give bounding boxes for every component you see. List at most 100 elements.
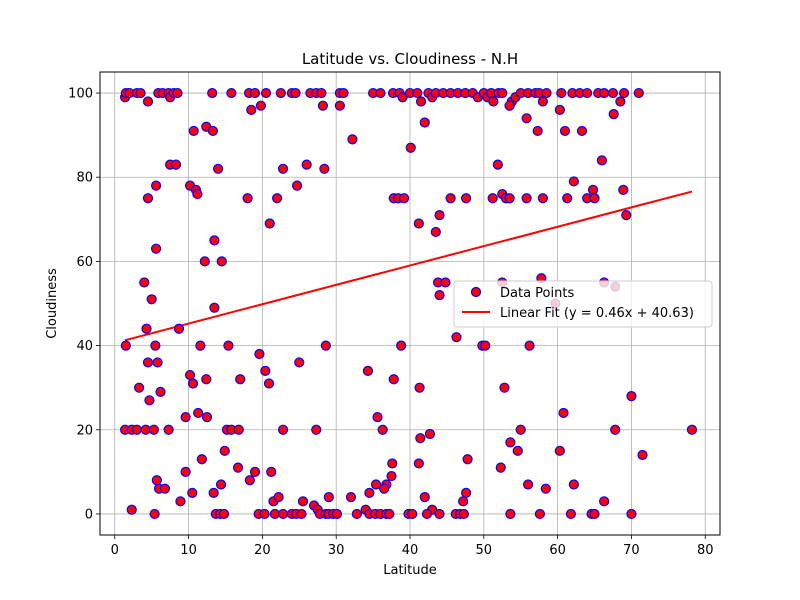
chart-title: Latitude vs. Cloudiness - N.H xyxy=(302,50,518,68)
data-point xyxy=(587,184,599,195)
y-tick-label: 20 xyxy=(76,423,93,438)
data-point xyxy=(582,87,593,99)
x-axis-label: Latitude xyxy=(383,563,437,578)
data-point xyxy=(212,163,224,174)
data-point xyxy=(193,407,204,419)
data-point xyxy=(386,470,397,482)
data-point xyxy=(626,391,637,402)
data-point xyxy=(126,504,137,515)
data-point xyxy=(180,466,191,477)
data-point xyxy=(419,492,430,503)
data-point xyxy=(537,193,548,204)
data-point xyxy=(260,87,272,99)
data-point xyxy=(414,382,425,393)
data-point xyxy=(244,475,255,486)
data-point xyxy=(259,508,270,520)
data-point xyxy=(196,454,207,465)
data-point xyxy=(272,193,283,204)
data-point xyxy=(515,424,526,435)
x-tick-label: 50 xyxy=(476,543,493,558)
data-point xyxy=(372,412,383,423)
data-point xyxy=(568,479,579,490)
data-point xyxy=(207,87,218,99)
x-tick-label: 30 xyxy=(328,543,345,558)
data-point xyxy=(396,340,407,351)
data-point xyxy=(397,92,408,103)
data-point xyxy=(290,87,301,99)
data-point xyxy=(558,407,569,419)
data-point xyxy=(521,193,532,204)
data-point xyxy=(142,357,154,368)
data-point xyxy=(504,100,515,111)
data-point xyxy=(375,87,386,99)
data-point xyxy=(618,87,630,99)
data-point xyxy=(618,184,629,195)
data-point xyxy=(607,87,619,99)
data-point xyxy=(686,424,698,435)
data-point xyxy=(596,155,608,166)
legend-marker-data-points xyxy=(470,286,482,298)
data-point xyxy=(180,412,191,423)
data-point xyxy=(146,294,157,305)
data-point xyxy=(554,445,565,456)
data-point xyxy=(405,142,416,153)
data-point xyxy=(149,508,160,520)
x-tick-label: 20 xyxy=(254,543,271,558)
data-point xyxy=(462,454,473,465)
data-point xyxy=(142,96,154,107)
data-point xyxy=(235,374,246,385)
data-point xyxy=(141,323,152,334)
data-point xyxy=(565,508,577,520)
x-tick-label: 80 xyxy=(697,543,714,558)
y-axis-ticks: 0 20 40 60 80 100 xyxy=(68,87,100,522)
data-point xyxy=(223,340,234,351)
data-point xyxy=(559,125,571,137)
data-point xyxy=(487,193,498,204)
data-point xyxy=(524,340,535,351)
data-point xyxy=(512,445,523,456)
data-point xyxy=(419,117,430,128)
data-point xyxy=(254,348,265,360)
data-point xyxy=(534,508,546,520)
data-point xyxy=(537,96,548,107)
x-tick-label: 10 xyxy=(180,543,197,558)
data-point xyxy=(370,479,382,490)
data-point xyxy=(216,256,227,267)
data-point xyxy=(576,125,588,137)
legend: Data Points Linear Fit (y = 0.46x + 40.6… xyxy=(453,280,713,328)
data-point xyxy=(201,412,213,423)
data-point xyxy=(334,100,345,111)
data-point xyxy=(421,508,433,520)
data-point xyxy=(294,357,305,368)
data-point xyxy=(458,496,469,507)
data-point xyxy=(150,340,161,351)
data-point xyxy=(377,424,388,435)
data-point xyxy=(319,163,330,174)
x-axis-ticks: 0 10 20 30 40 50 60 70 80 xyxy=(111,535,714,558)
data-point xyxy=(460,193,472,204)
data-point xyxy=(599,87,610,99)
data-point xyxy=(120,340,131,351)
data-point xyxy=(263,378,275,389)
y-tick-label: 60 xyxy=(76,255,93,270)
data-point xyxy=(415,433,426,444)
data-point xyxy=(297,496,309,507)
data-point xyxy=(412,87,423,99)
data-point xyxy=(188,125,199,137)
y-tick-label: 80 xyxy=(76,171,93,186)
data-point xyxy=(172,87,183,99)
x-tick-label: 70 xyxy=(623,543,640,558)
data-point xyxy=(208,487,219,499)
data-point xyxy=(388,374,399,385)
data-point xyxy=(170,159,182,170)
data-point xyxy=(589,508,600,520)
data-point xyxy=(338,87,349,99)
data-point xyxy=(175,496,186,507)
data-point xyxy=(249,87,261,99)
data-point xyxy=(615,96,626,107)
data-point xyxy=(445,193,456,204)
data-point xyxy=(144,395,155,406)
data-point xyxy=(434,508,445,520)
data-point xyxy=(345,492,357,503)
data-point xyxy=(311,424,322,435)
